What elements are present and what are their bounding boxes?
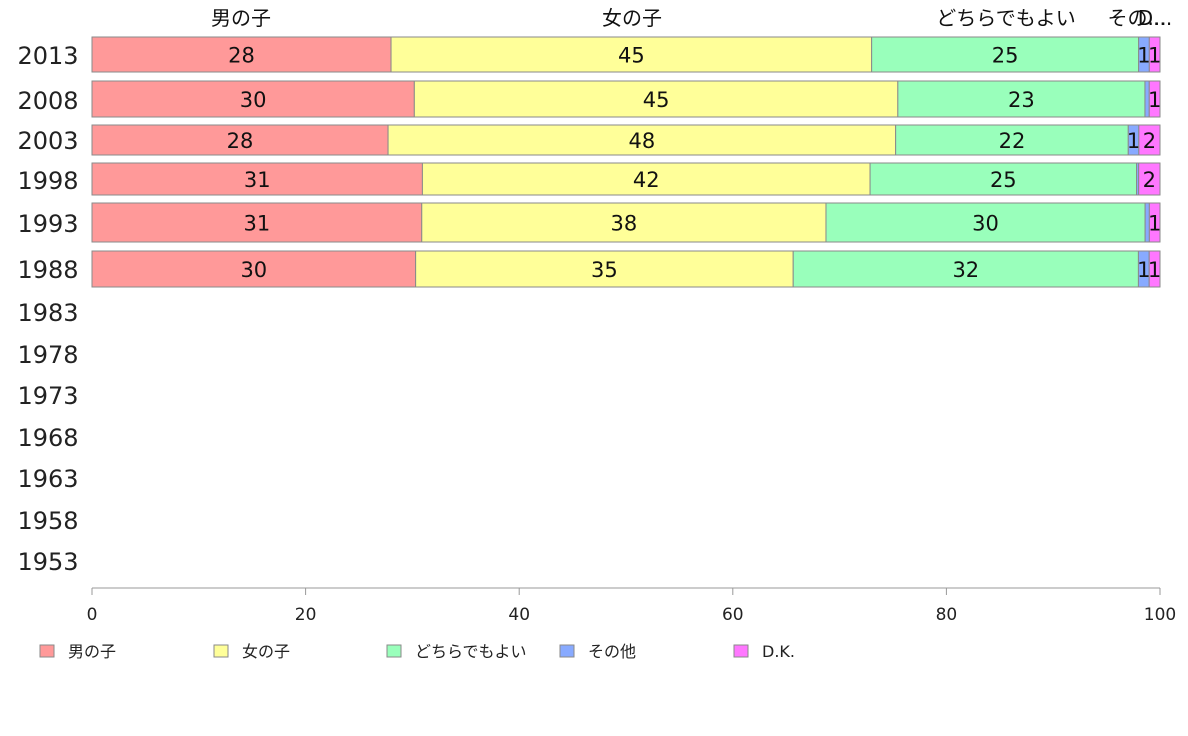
legend-label: D.K.: [762, 642, 795, 661]
year-label: 2013: [17, 42, 78, 70]
bar-segment: [1138, 124, 1161, 156]
data-label: 1: [1148, 88, 1161, 112]
data-label: 1: [1137, 258, 1150, 282]
year-label: 1958: [17, 507, 78, 535]
year-label: 1968: [17, 424, 78, 452]
year-label: 2003: [17, 127, 78, 155]
year-label: 1963: [17, 465, 78, 493]
bar-segment: [897, 80, 1146, 118]
year-label: 1978: [17, 341, 78, 369]
data-label: 31: [244, 212, 271, 236]
year-label: 2008: [17, 87, 78, 115]
legend-label: 男の子: [68, 642, 116, 661]
bar-segment: [91, 250, 417, 288]
bar-segment: [869, 162, 1138, 196]
bar-row: 28 48 22 1 2: [91, 124, 1161, 156]
data-label: 38: [611, 212, 638, 236]
bar-segment: [390, 36, 873, 73]
bar-segment: [387, 124, 897, 156]
bar-segment: [792, 250, 1139, 288]
bar-segment: [421, 202, 827, 243]
legend-item: 男の子: [39, 642, 116, 661]
x-tick-label: 100: [1144, 605, 1176, 625]
data-label: 35: [591, 258, 618, 282]
data-label: 25: [990, 168, 1017, 192]
data-label: 30: [972, 212, 999, 236]
column-header: その...: [1107, 6, 1166, 30]
x-tick-label: 40: [508, 605, 530, 625]
data-label: 28: [228, 44, 255, 68]
legend-item: 女の子: [213, 642, 290, 661]
year-labels: 2013 2008 2003 1998 1993 1988 1983 1978 1973 1968…: [17, 42, 78, 576]
data-label: 1: [1127, 129, 1140, 153]
legend-label: 女の子: [242, 642, 290, 661]
bar-row: 30 45 23 1: [91, 80, 1161, 118]
legend-swatch: [386, 644, 402, 658]
data-label: 25: [992, 44, 1019, 68]
year-label: 1993: [17, 210, 78, 238]
x-tick-label: 0: [87, 605, 98, 625]
x-tick-label: 80: [936, 605, 958, 625]
legend-item: その他: [559, 642, 636, 661]
data-label: 1: [1148, 212, 1161, 236]
bar-segment: [91, 36, 392, 73]
bar-row: 31 42 25 2: [91, 162, 1161, 196]
year-label: 1998: [17, 167, 78, 195]
column-header: 男の子: [211, 6, 271, 30]
bar-segment: [415, 250, 794, 288]
bar-row: 28 45 25 11: [91, 36, 1161, 73]
data-label: 28: [227, 129, 254, 153]
data-label: 45: [618, 44, 645, 68]
data-label: 45: [643, 88, 670, 112]
bar-segment: [421, 162, 871, 196]
column-header: 女の子: [602, 6, 662, 30]
bar-segment: [1148, 80, 1161, 118]
x-axis: 0 20 40 60 80 100: [87, 587, 1176, 625]
data-label: 1: [1148, 258, 1161, 282]
bar-segment: [1148, 36, 1161, 73]
data-label: 42: [633, 168, 660, 192]
bar-segment: [1148, 202, 1161, 243]
legend-swatch: [213, 644, 229, 658]
bar-segment: [91, 202, 423, 243]
legend-swatch: [39, 644, 55, 658]
legend-label: その他: [588, 642, 636, 661]
data-label: 1: [1148, 44, 1161, 68]
data-label: 22: [999, 129, 1026, 153]
year-label: 1988: [17, 256, 78, 284]
bar-segment: [1148, 250, 1161, 288]
legend-item: D.K.: [733, 642, 795, 661]
legend-label: どちらでもよい: [415, 642, 527, 661]
bar-segment: [1138, 162, 1161, 196]
legend-swatch: [733, 644, 749, 658]
data-label: 2: [1143, 168, 1156, 192]
data-label: 1: [1137, 44, 1150, 68]
data-label: 30: [240, 88, 267, 112]
legend-item: どちらでもよい: [386, 642, 527, 661]
column-headers: 男の子 女の子 どちらでもよい その...D...: [211, 6, 1172, 30]
bar-segment: [871, 36, 1140, 73]
data-label: 48: [628, 129, 655, 153]
column-header: どちらでもよい: [936, 6, 1075, 30]
year-label: 1953: [17, 548, 78, 576]
column-header: D...: [1138, 6, 1172, 30]
data-label: 31: [244, 168, 271, 192]
data-label: 2: [1143, 129, 1156, 153]
x-tick-label: 60: [722, 605, 744, 625]
legend: 男の子 女の子 どちらでもよい その他 D.K.: [39, 642, 795, 661]
bar-row: 31 38 30 1: [91, 202, 1161, 243]
year-label: 1973: [17, 382, 78, 410]
data-label: 32: [952, 258, 979, 282]
year-label: 1983: [17, 299, 78, 327]
bar-segment: [825, 202, 1146, 243]
bar-row: 30 35 32 11: [91, 250, 1161, 288]
data-label: 30: [240, 258, 267, 282]
data-label: 23: [1008, 88, 1035, 112]
bar-segment: [91, 162, 423, 196]
x-tick-label: 20: [295, 605, 317, 625]
legend-swatch: [559, 644, 575, 658]
